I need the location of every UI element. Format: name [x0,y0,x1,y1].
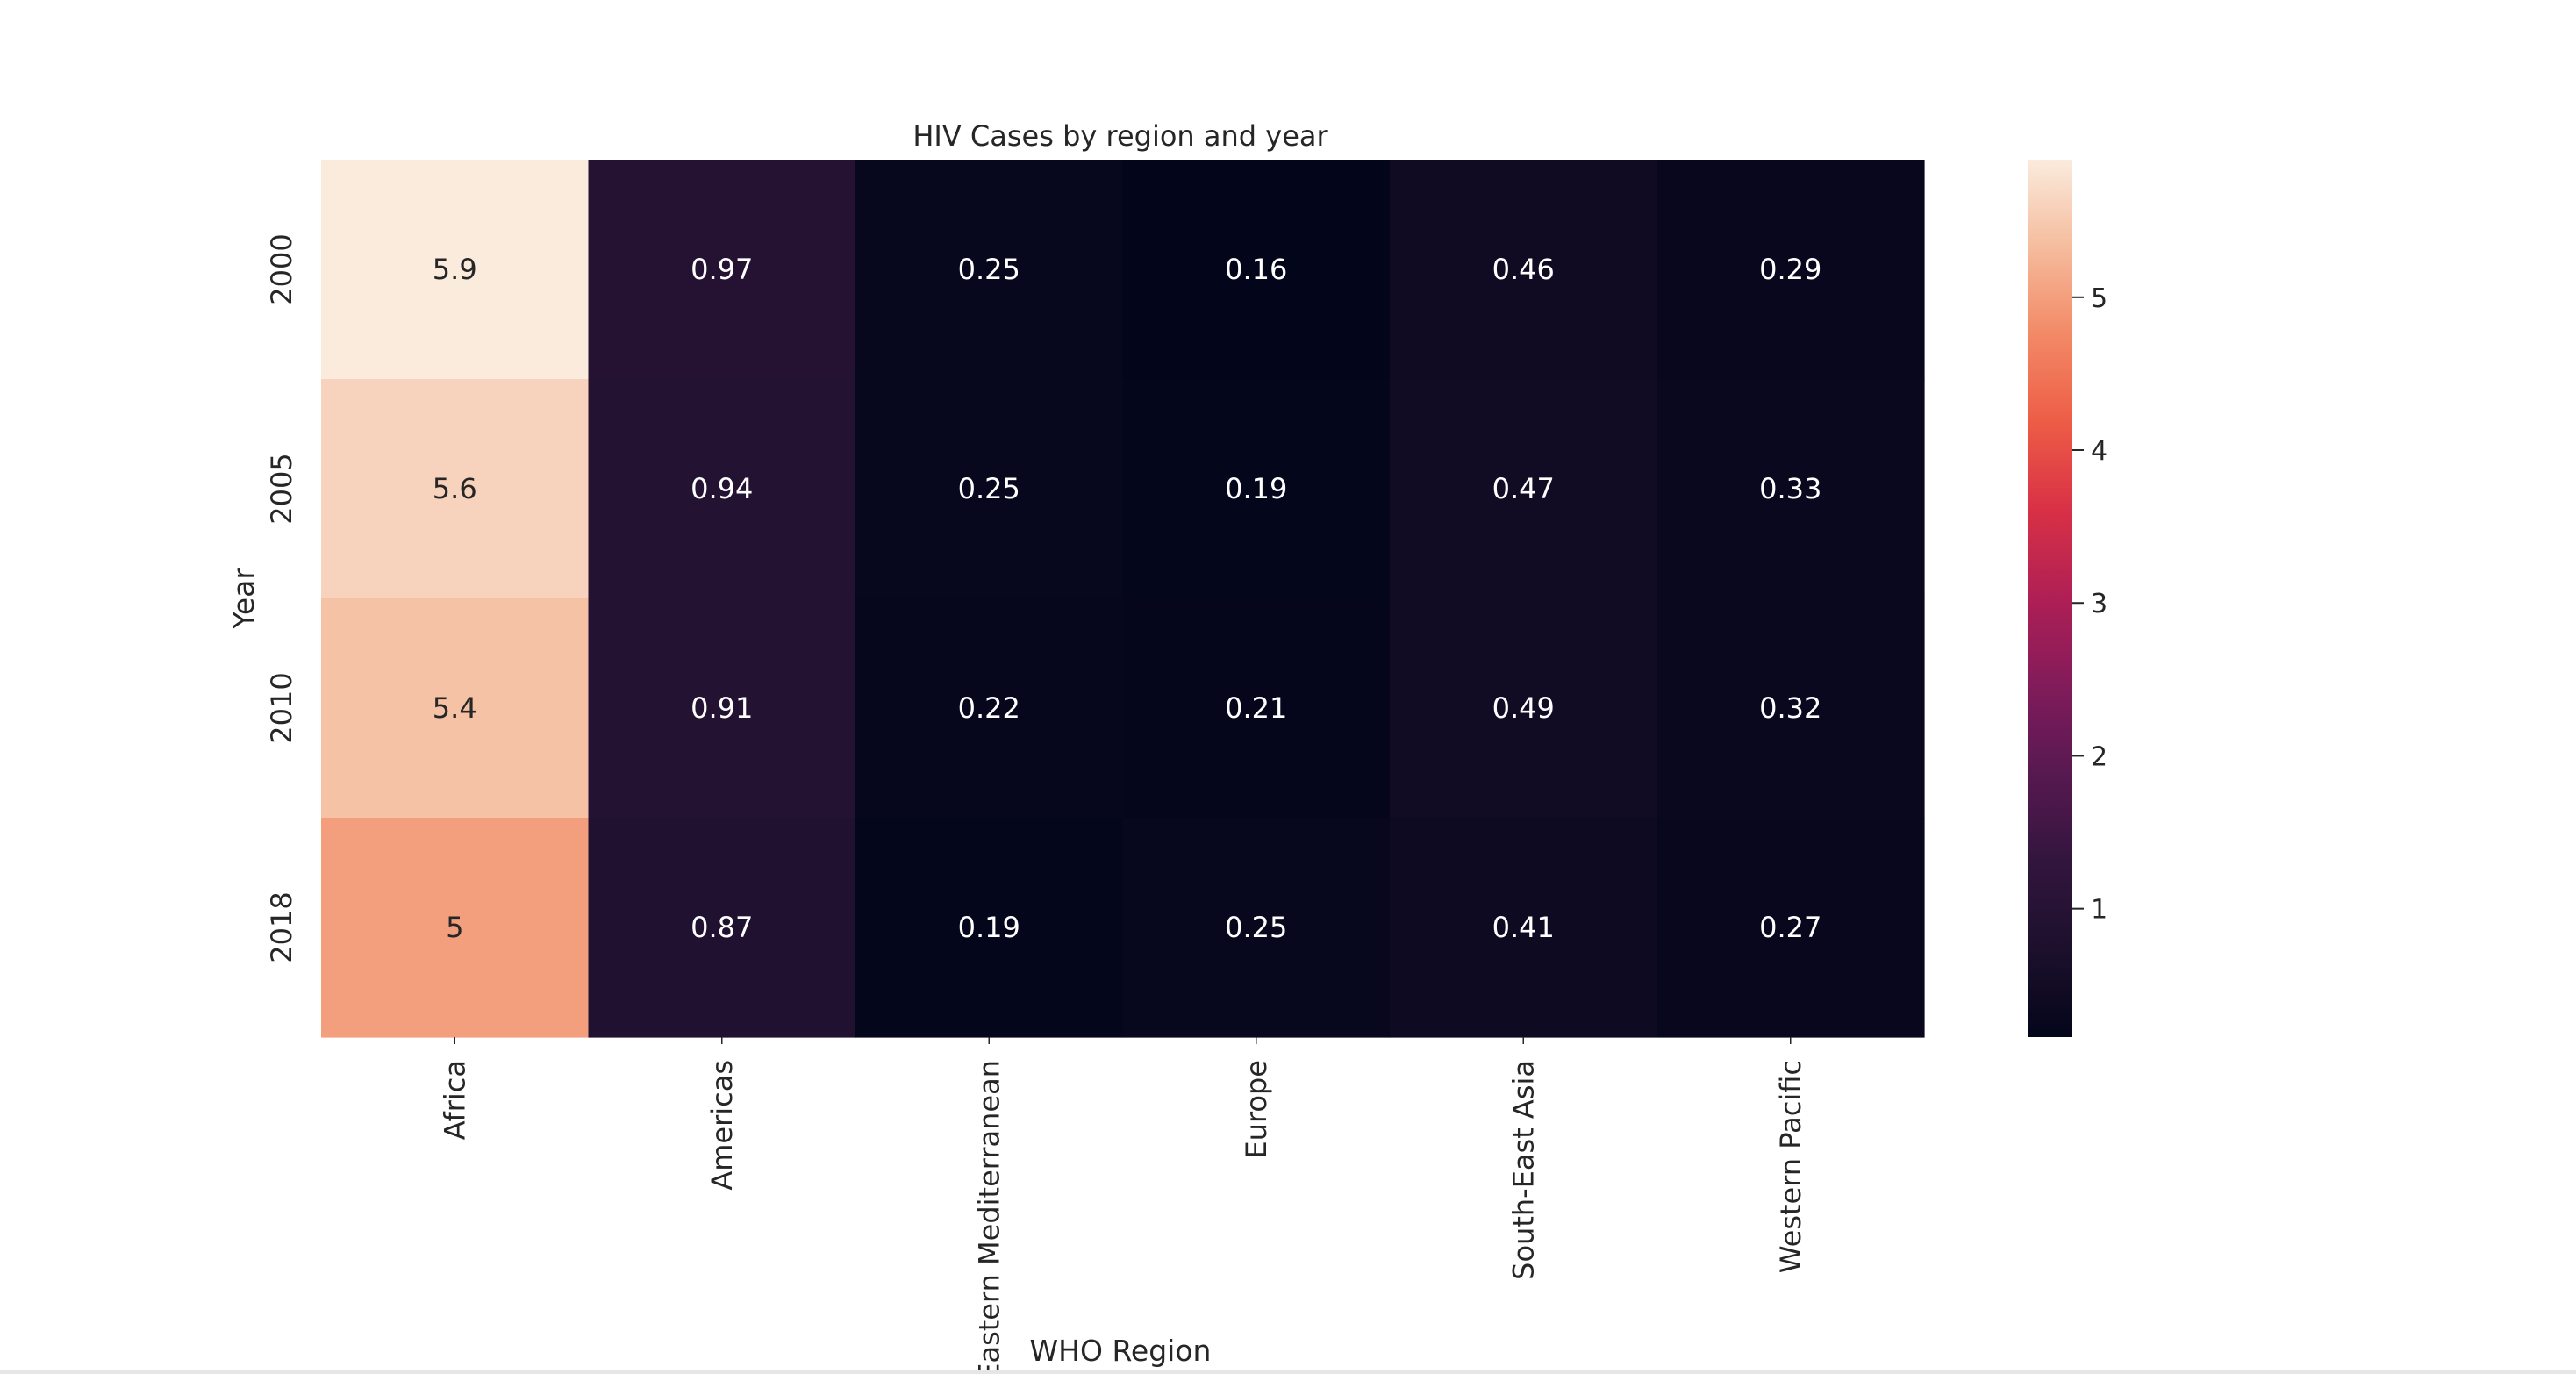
heatmap-cell [855,379,1124,599]
cell-value-label: 0.21 [1225,691,1287,725]
cell-value-label: 0.25 [958,472,1020,505]
x-tick-label: Eastern Mediterranean [972,1060,1005,1374]
heatmap-cell [1390,598,1658,819]
cell-value-label: 0.33 [1759,472,1821,505]
x-tick-label: Europe [1240,1060,1273,1159]
x-tick-labels: Africa Americas Eastern Mediterranean Europ… [438,1037,1807,1374]
y-axis-label: Year [226,568,261,630]
heatmap-cell [1122,598,1391,819]
heatmap-cell [1390,379,1658,599]
colorbar-tick-label: 4 [2091,436,2107,467]
heatmap-cell [1657,160,1925,380]
y-tick-label: 2000 [265,233,298,304]
heatmap-cell [588,818,856,1038]
cell-value-label: 0.22 [958,691,1020,725]
colorbar-tick-label: 1 [2091,895,2107,926]
cell-value-label: 0.47 [1492,472,1555,505]
cell-value-label: 0.19 [1225,472,1287,505]
cell-value-label: 0.41 [1492,911,1555,944]
heatmap-cell [321,598,590,819]
colorbar: 1 2 3 4 5 [2028,160,2107,1037]
cell-value-label: 5 [446,911,463,944]
x-tick-label: Americas [705,1060,739,1191]
cell-value-label: 5.6 [433,472,477,505]
cell-value-label: 0.29 [1759,253,1821,286]
heatmap-cell [1657,379,1925,599]
heatmap-cell [1122,379,1391,599]
heatmap-cells: 5.9 0.97 0.25 0.16 0.46 0.29 5.6 0.94 0.25 0.19 0.… [321,160,1925,1038]
heatmap-cell [321,160,590,380]
heatmap-cell [321,818,590,1038]
heatmap-cell [1122,818,1391,1038]
heatmap-cell [1657,818,1925,1038]
chart-title: HIV Cases by region and year [912,119,1328,153]
cell-value-label: 0.94 [691,472,753,505]
y-tick-label: 2005 [265,453,298,524]
heatmap-cell [321,379,590,599]
cell-value-label: 0.49 [1492,691,1555,725]
cell-value-label: 0.16 [1225,253,1287,286]
colorbar-tick-label: 2 [2091,741,2107,772]
heatmap-cell [1657,598,1925,819]
cell-value-label: 0.32 [1759,691,1821,725]
colorbar-tick-label: 5 [2091,283,2107,314]
heatmap-cell [855,818,1124,1038]
heatmap-cell [1390,160,1658,380]
heatmap-cell [1122,160,1391,380]
cell-value-label: 0.27 [1759,911,1821,944]
cell-value-label: 0.97 [691,253,753,286]
heatmap-cell [855,160,1124,380]
colorbar-tick-label: 3 [2091,589,2107,619]
cell-value-label: 0.25 [958,253,1020,286]
page-bottom-border [0,1370,2576,1374]
heatmap-cell [588,379,856,599]
colorbar-gradient [2028,160,2072,1037]
cell-value-label: 5.9 [433,253,477,286]
heatmap-cell [855,598,1124,819]
y-tick-label: 2018 [265,891,298,963]
heatmap-cell [1390,818,1658,1038]
cell-value-label: 5.4 [433,691,477,725]
x-tick-label: South-East Asia [1506,1060,1540,1280]
cell-value-label: 0.91 [691,691,753,725]
cell-value-label: 0.46 [1492,253,1555,286]
cell-value-label: 0.19 [958,911,1020,944]
x-tick-label: Africa [438,1060,471,1140]
cell-value-label: 0.25 [1225,911,1287,944]
y-tick-label: 2010 [265,672,298,743]
x-tick-label: Western Pacific [1774,1060,1807,1273]
cell-value-label: 0.87 [691,911,753,944]
heatmap-cell [588,160,856,380]
heatmap-cell [588,598,856,819]
y-tick-labels: 2000 2005 2010 2018 [265,233,298,963]
x-axis-label: WHO Region [1030,1334,1212,1368]
